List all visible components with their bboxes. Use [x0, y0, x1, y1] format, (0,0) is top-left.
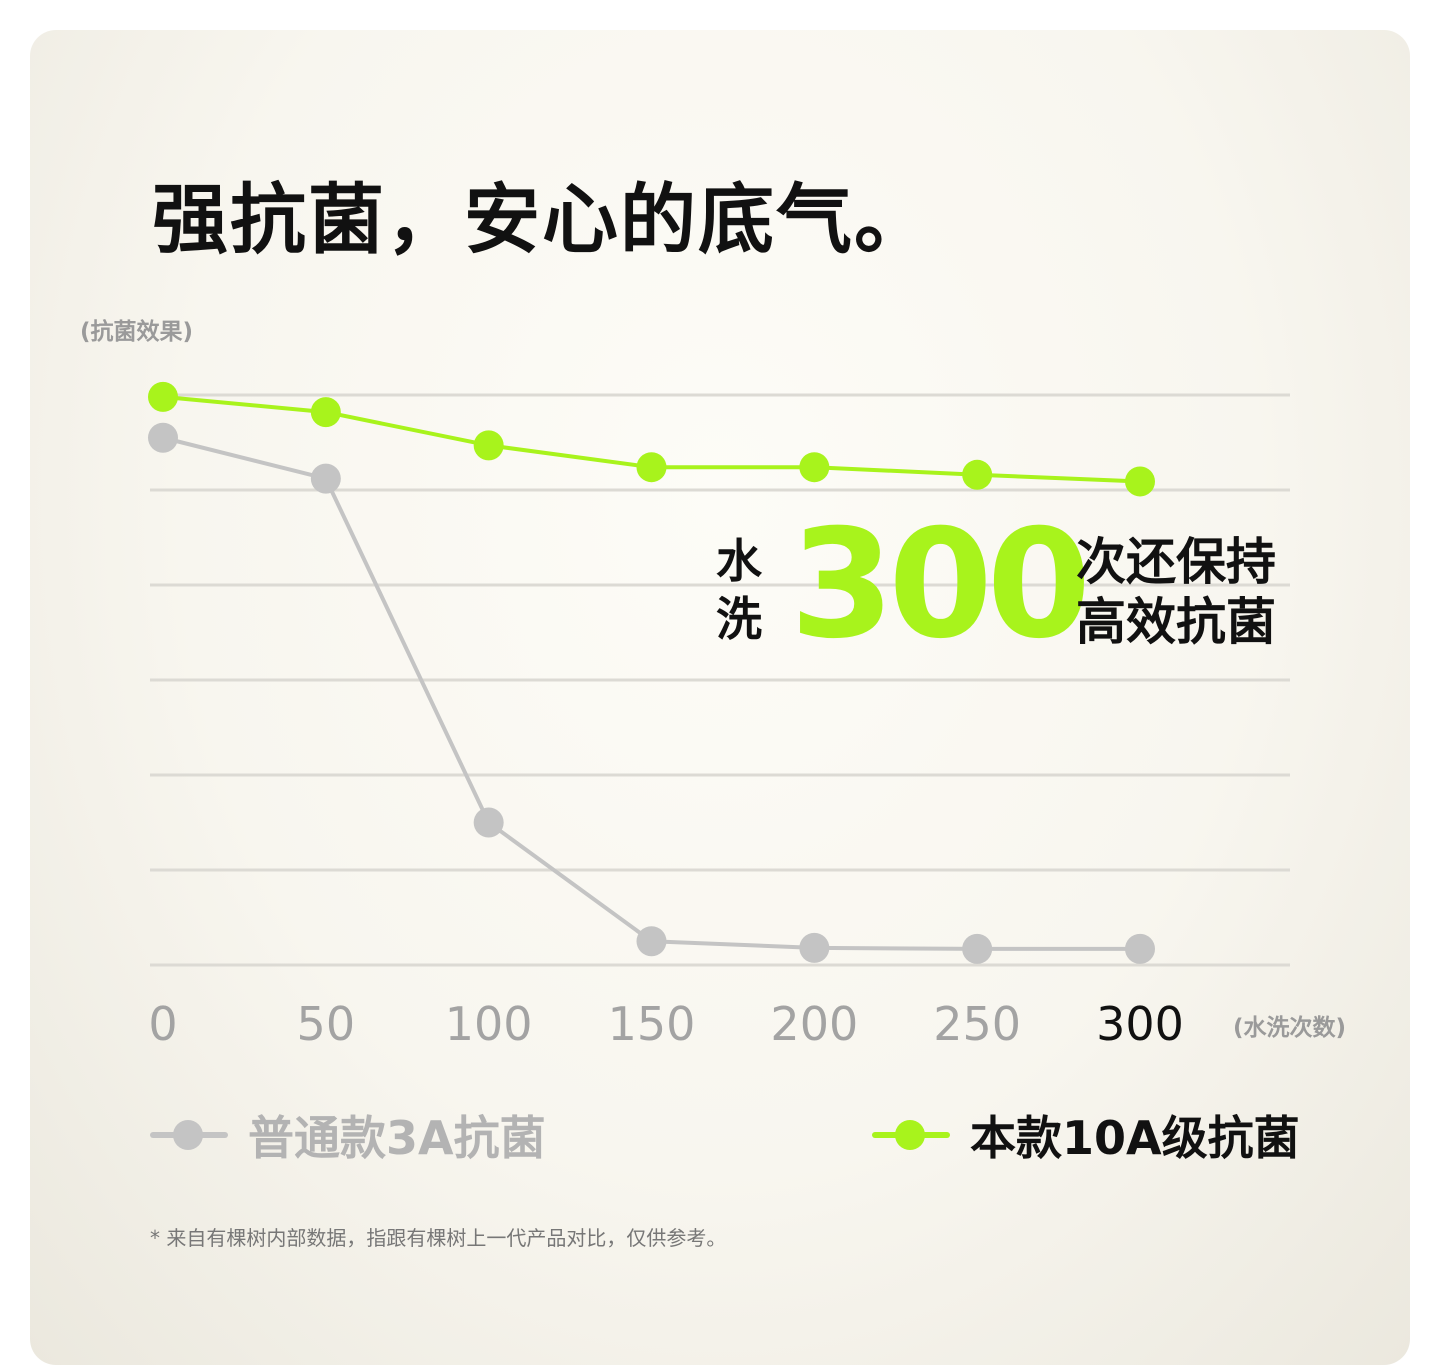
legend-label-new: 本款10A级抗菌 — [970, 1111, 1300, 1165]
data-point-series-0 — [148, 422, 178, 453]
x-tick-label: 300 — [1096, 997, 1184, 1051]
x-axis-unit-label: (水洗次数) — [1233, 1015, 1347, 1041]
x-tick-label: 150 — [608, 997, 696, 1051]
footnote: * 来自有棵树内部数据，指跟有棵树上一代产品对比，仅供参考。 — [150, 1226, 727, 1250]
callout-line-2: 高效抗菌 — [1076, 593, 1276, 651]
callout-wash-label: 水洗 — [716, 534, 762, 646]
data-point-series-0 — [310, 463, 341, 494]
data-point-series-0 — [962, 933, 993, 964]
data-point-series-1 — [310, 397, 341, 428]
x-tick-label: 100 — [445, 997, 533, 1051]
data-point-series-0 — [799, 932, 830, 963]
x-tick-label: 250 — [933, 997, 1021, 1051]
callout-number: 300 — [790, 498, 1091, 672]
data-point-series-1 — [636, 452, 667, 483]
legend-item-new: 本款10A级抗菌 — [872, 1102, 1300, 1168]
callout-line-1: 次还保持 — [1076, 533, 1276, 591]
data-point-series-1 — [962, 459, 993, 490]
legend-swatch-standard — [150, 1105, 228, 1165]
content-card — [30, 30, 1410, 1365]
legend-item-standard: 普通款3A抗菌 — [150, 1102, 546, 1168]
y-axis-label: (抗菌效果) — [80, 319, 194, 345]
legend-label-standard: 普通款3A抗菌 — [248, 1111, 546, 1165]
data-point-series-1 — [148, 381, 178, 412]
x-tick-label: 0 — [148, 997, 177, 1051]
data-point-series-1 — [799, 452, 830, 483]
callout-description: 次还保持 高效抗菌 — [1076, 532, 1306, 652]
data-point-series-0 — [1125, 933, 1155, 964]
data-point-series-0 — [636, 926, 667, 957]
x-tick-label: 50 — [297, 997, 356, 1051]
x-tick-label: 200 — [770, 997, 858, 1051]
page-title: 强抗菌，安心的底气。 — [152, 175, 932, 264]
data-point-series-0 — [473, 807, 504, 838]
data-point-series-1 — [473, 430, 504, 461]
legend-swatch-new — [872, 1105, 950, 1165]
data-point-series-1 — [1125, 466, 1155, 497]
